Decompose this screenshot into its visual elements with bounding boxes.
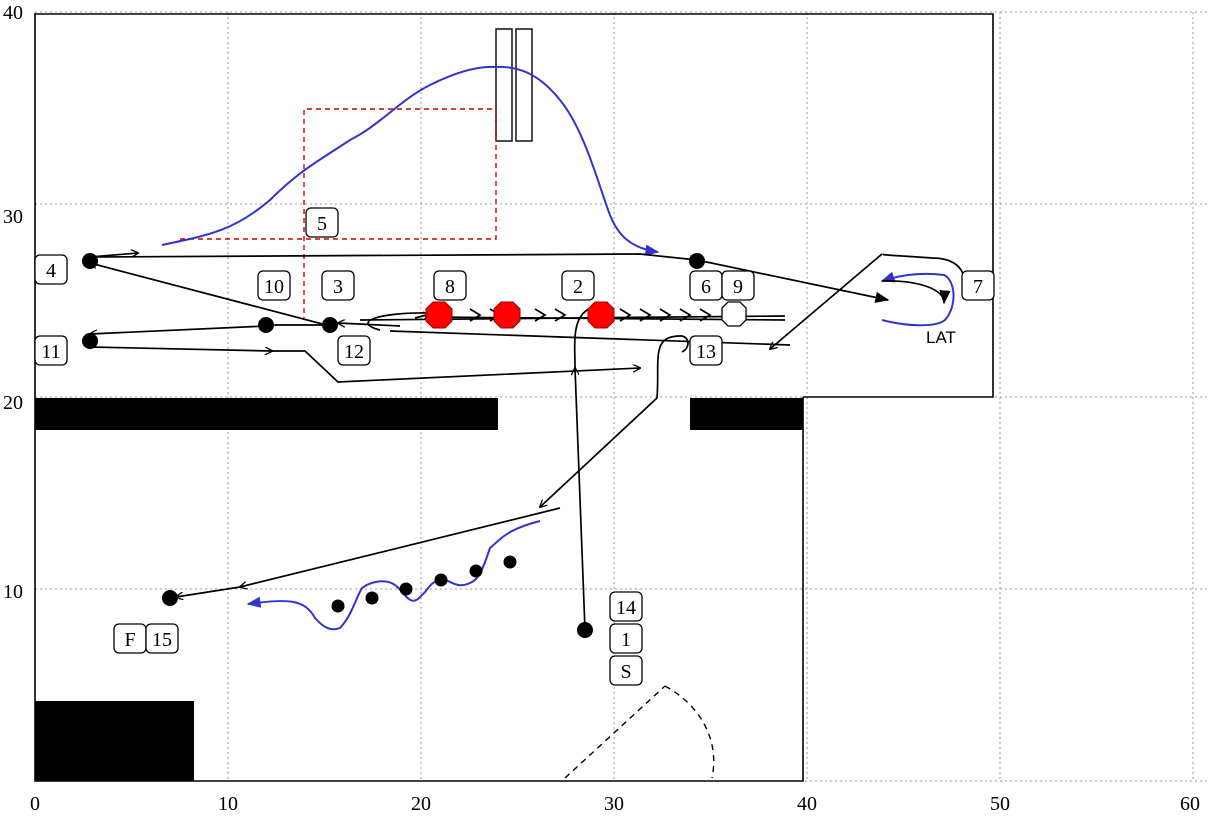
- wall-right: [690, 398, 803, 430]
- jump-standards: [495, 28, 533, 142]
- dashed-zone: [180, 108, 497, 318]
- wall-left: [35, 398, 498, 430]
- cone: [493, 301, 521, 329]
- octagon-marker: [721, 301, 747, 327]
- y-axis-ticks: 40 30 20 10: [3, 2, 23, 603]
- svg-text:4: 4: [46, 260, 56, 282]
- svg-text:14: 14: [616, 597, 636, 619]
- svg-text:13: 13: [696, 341, 716, 363]
- station-13: 13: [689, 335, 723, 366]
- station-6: 6: [689, 270, 723, 301]
- svg-text:8: 8: [445, 276, 455, 298]
- svg-text:15: 15: [152, 629, 172, 651]
- door-swing: [564, 685, 715, 779]
- lat-annotation: LAT: [926, 328, 956, 347]
- svg-text:1: 1: [621, 629, 631, 651]
- station-5: 5: [305, 207, 339, 238]
- station-2: 2: [561, 270, 595, 301]
- cone: [425, 301, 453, 329]
- cone: [587, 301, 615, 329]
- svg-text:11: 11: [41, 341, 60, 363]
- arena-walls: [34, 13, 994, 782]
- station-4: 4: [34, 254, 68, 285]
- course-path: [90, 253, 965, 631]
- wall-corner: [35, 701, 194, 781]
- station-15: 15: [145, 623, 179, 654]
- y-tick: 10: [3, 581, 23, 603]
- svg-text:7: 7: [973, 276, 983, 298]
- station-7: 7: [961, 270, 995, 301]
- station-14: 14: [609, 591, 643, 622]
- station-12: 12: [337, 335, 371, 366]
- svg-text:2: 2: [573, 276, 583, 298]
- station-1: 1: [609, 623, 643, 654]
- station-9: 9: [721, 270, 755, 301]
- y-tick: 30: [3, 206, 23, 228]
- x-axis-ticks: 0 10 20 30 40 50 60: [30, 793, 1200, 815]
- station-3: 3: [321, 270, 355, 301]
- svg-text:6: 6: [701, 276, 711, 298]
- x-tick: 60: [1180, 793, 1200, 815]
- station-start: S: [609, 655, 643, 686]
- station-labels: 4 11 5 10 3 8 2 6 9 7 12 13 14 1 S F 15: [34, 207, 995, 686]
- red-cones: [425, 301, 615, 329]
- station-11: 11: [34, 335, 68, 366]
- x-tick: 10: [218, 793, 238, 815]
- station-finish: F: [113, 623, 147, 654]
- x-tick: 20: [411, 793, 431, 815]
- solid-walls: [35, 398, 803, 781]
- x-tick: 50: [990, 793, 1010, 815]
- waypoints: [82, 253, 705, 638]
- svg-text:12: 12: [344, 341, 364, 363]
- svg-text:9: 9: [733, 276, 743, 298]
- svg-text:3: 3: [333, 276, 343, 298]
- station-8: 8: [433, 270, 467, 301]
- x-tick: 40: [797, 793, 817, 815]
- svg-text:S: S: [620, 661, 631, 683]
- svg-text:10: 10: [264, 276, 284, 298]
- svg-text:F: F: [124, 629, 135, 651]
- y-tick: 20: [3, 392, 23, 414]
- x-tick: 30: [604, 793, 624, 815]
- y-tick: 40: [3, 2, 23, 24]
- blue-curves: [161, 65, 955, 631]
- x-tick: 0: [30, 793, 40, 815]
- svg-text:5: 5: [317, 213, 327, 235]
- station-10: 10: [257, 270, 291, 301]
